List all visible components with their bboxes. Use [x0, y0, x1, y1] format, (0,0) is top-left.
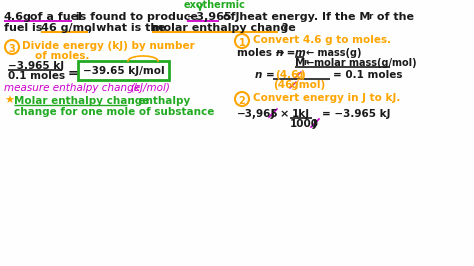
Text: ): ) [300, 70, 305, 80]
Text: m: m [295, 48, 306, 58]
Text: change for one mole of substance: change for one mole of substance [14, 107, 214, 117]
Text: −3.965 kJ: −3.965 kJ [8, 61, 64, 71]
Text: ←molar mass(g/mol): ←molar mass(g/mol) [306, 58, 417, 68]
Text: ★: ★ [4, 96, 14, 106]
FancyBboxPatch shape [79, 60, 170, 80]
Text: M: M [295, 58, 305, 68]
Text: 0.1 moles: 0.1 moles [8, 71, 65, 81]
Text: molar enthalpy change: molar enthalpy change [152, 23, 296, 33]
Text: =: = [283, 48, 299, 58]
Text: (46: (46 [273, 80, 292, 90]
Text: 3: 3 [9, 44, 15, 53]
Text: ×: × [280, 109, 289, 119]
Text: r: r [303, 58, 307, 67]
Text: of the: of the [373, 12, 414, 22]
Text: n =: n = [255, 70, 275, 80]
Text: 1kJ: 1kJ [292, 109, 310, 119]
Text: = −3.965 kJ: = −3.965 kJ [322, 109, 391, 119]
Text: 46 g/mol: 46 g/mol [41, 23, 95, 33]
Text: g: g [291, 80, 299, 90]
Text: −3,965: −3,965 [237, 109, 279, 119]
Text: = 0.1 moles: = 0.1 moles [333, 70, 402, 80]
Text: Convert energy in J to kJ.: Convert energy in J to kJ. [253, 93, 401, 103]
Text: of moles.: of moles. [35, 51, 90, 61]
Text: Convert 4.6 g to moles.: Convert 4.6 g to moles. [253, 35, 391, 45]
Text: −3,965 J: −3,965 J [187, 12, 239, 22]
Text: 2: 2 [238, 95, 246, 106]
Text: 1: 1 [238, 38, 246, 48]
Text: exothermic: exothermic [184, 0, 246, 10]
Text: is found to produce: is found to produce [72, 12, 202, 22]
Text: /mol): /mol) [295, 80, 325, 90]
Text: ?: ? [278, 23, 288, 33]
Text: of a fuel: of a fuel [26, 12, 82, 22]
Text: =: = [68, 67, 79, 80]
Text: Divide energy (kJ) by number: Divide energy (kJ) by number [22, 41, 195, 51]
Text: g: g [296, 70, 303, 80]
Text: n: n [276, 48, 283, 58]
Text: fuel is: fuel is [4, 23, 46, 33]
Text: (4.6: (4.6 [275, 70, 298, 80]
Text: measure enthalpy change: measure enthalpy change [4, 83, 143, 93]
Text: ← mass(g): ← mass(g) [306, 48, 362, 58]
Text: moles →: moles → [237, 48, 284, 58]
Text: , what is the: , what is the [88, 23, 170, 33]
Text: 4.6g: 4.6g [4, 12, 32, 22]
Text: (kJ/mol): (kJ/mol) [130, 83, 170, 93]
Text: of heat energy. If the M: of heat energy. If the M [219, 12, 370, 22]
Text: 1000: 1000 [290, 119, 319, 129]
Text: Molar enthalpy change: Molar enthalpy change [14, 96, 149, 106]
Text: r: r [368, 12, 372, 21]
Text: −39.65 kJ/mol: −39.65 kJ/mol [83, 66, 165, 76]
Text: J: J [271, 109, 275, 119]
Text: J: J [313, 119, 317, 129]
Text: : enthalpy: : enthalpy [127, 96, 190, 106]
